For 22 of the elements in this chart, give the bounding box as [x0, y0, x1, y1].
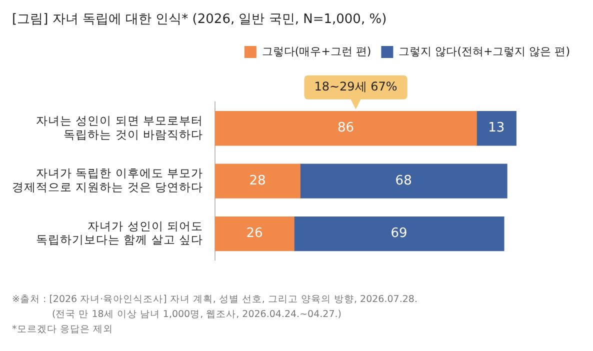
- bar: [476, 111, 516, 146]
- data-label: 13: [488, 120, 505, 136]
- bar: [294, 216, 504, 252]
- text: ※출처 : [2026 자녀·육아인식조사] 자녀 계획, 성별 선호, 그리고 양육의 방향, 2026.07.28.: [12, 293, 418, 307]
- bar: [214, 111, 477, 146]
- bar: [214, 164, 300, 198]
- chart-title: [그림] 자녀 독립에 대한 인식* (2026, 일반 국민, N=1,000, %): [12, 11, 387, 28]
- legend-label: 그렇지 않다(전혀+그렇지 않은 편): [398, 44, 570, 58]
- data-label: 28: [249, 173, 266, 188]
- y-tick-label: 자녀가 성인이 되어도 독립하기보다는 함께 살고 싶다: [36, 218, 203, 247]
- text: 18~29세 67%: [314, 79, 398, 94]
- bar: [214, 216, 294, 252]
- data-label: 69: [390, 226, 408, 242]
- text: *모르겠다 응답은 제외: [12, 323, 114, 337]
- y-tick-label: 자녀가 독립한 이후에도 부모가 경제적으로 지원하는 것은 당연하다: [12, 166, 203, 194]
- text: (전국 만 18세 이상 남녀 1,000명, 웹조사, 2026.04.24.~04.27.): [51, 308, 342, 322]
- y-tick-label: 자녀는 성인이 되면 부모로부터 독립하는 것이 바람직하다: [36, 113, 203, 142]
- bar: [300, 164, 508, 198]
- data-label: 26: [246, 226, 263, 242]
- data-label: 86: [337, 120, 354, 136]
- legend-label: 그렇다(매우+그런 편): [262, 44, 372, 58]
- data-label: 68: [395, 173, 412, 188]
